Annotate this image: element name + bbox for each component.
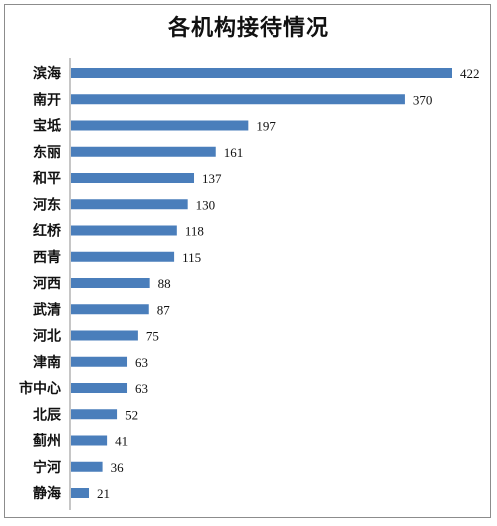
- chart-marks: 滨海 422 南开 370 宝坻 197 东丽 161 和平 137 河东 130 红桥 118 西青 115…: [19, 65, 480, 502]
- category-label: 宁河: [33, 459, 61, 476]
- data-label: 75: [146, 329, 159, 344]
- bar: [71, 173, 195, 183]
- data-label: 41: [115, 434, 128, 449]
- category-label: 东丽: [33, 144, 61, 161]
- bar: [71, 146, 216, 157]
- bar: [71, 330, 138, 341]
- data-label: 52: [125, 407, 138, 422]
- category-label: 红桥: [33, 223, 62, 240]
- data-label: 21: [97, 486, 110, 501]
- category-label: 河东: [33, 196, 61, 213]
- data-label: 422: [460, 66, 480, 81]
- bar: [71, 199, 188, 210]
- bar: [71, 120, 249, 131]
- bar: [71, 68, 452, 78]
- data-label: 63: [135, 355, 148, 370]
- data-label: 197: [256, 119, 276, 134]
- category-label: 市中心: [19, 380, 61, 397]
- bar: [71, 225, 177, 236]
- data-label: 130: [196, 197, 216, 212]
- category-label: 河西: [33, 275, 61, 292]
- bar: [71, 278, 150, 288]
- bar: [71, 251, 175, 262]
- category-label: 武清: [33, 301, 61, 318]
- category-label: 河北: [33, 328, 61, 345]
- bar: [71, 383, 128, 393]
- data-label: 137: [202, 171, 222, 186]
- bar: [71, 461, 103, 472]
- category-label: 西青: [33, 249, 61, 266]
- bar: [71, 304, 149, 315]
- data-label: 370: [413, 92, 433, 107]
- bottom-strip: [0, 518, 497, 526]
- bar: [71, 488, 90, 498]
- bar: [71, 356, 128, 367]
- data-label: 36: [111, 460, 125, 475]
- data-label: 118: [185, 224, 204, 239]
- category-label: 滨海: [33, 65, 61, 82]
- category-label: 北辰: [33, 407, 62, 423]
- data-label: 88: [158, 276, 171, 291]
- chart-title: 各机构接待情况: [167, 15, 329, 41]
- category-label: 南开: [33, 91, 61, 108]
- data-label: 87: [157, 302, 171, 317]
- category-label: 蓟州: [32, 433, 61, 450]
- category-label: 和平: [33, 171, 61, 187]
- category-label: 宝坻: [33, 118, 61, 135]
- category-label: 静海: [33, 485, 61, 502]
- bar: [71, 94, 405, 105]
- data-label: 63: [135, 381, 148, 396]
- data-label: 115: [182, 250, 201, 265]
- data-label: 161: [224, 145, 244, 160]
- bar: [71, 409, 118, 420]
- bar: [71, 435, 108, 446]
- category-label: 津南: [33, 354, 61, 371]
